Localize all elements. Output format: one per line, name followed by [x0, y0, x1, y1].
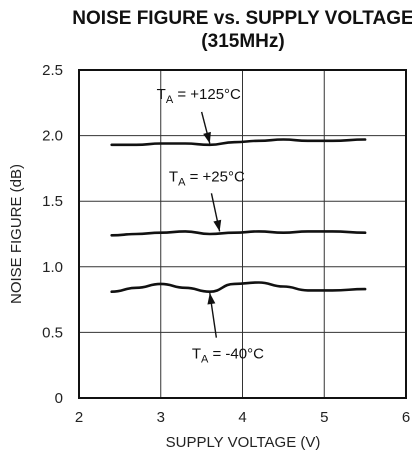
series-annotation-0: TA = +125°C	[157, 86, 241, 106]
x-tick-label: 2	[75, 409, 83, 426]
y-tick-label: 0	[55, 390, 63, 407]
y-tick-labels: 0 0.5 1.0 1.5 2.0 2.5	[42, 62, 63, 407]
grid	[79, 70, 406, 398]
plot-frame	[78, 69, 407, 399]
series-annotation-1: TA = +25°C	[169, 169, 245, 189]
series-line-0	[110, 138, 367, 147]
y-axis-label: NOISE FIGURE (dB)	[8, 164, 25, 304]
series-annotation-2: TA = -40°C	[192, 346, 264, 366]
y-tick-label: 1.0	[42, 259, 63, 276]
x-tick-labels: 2 3 4 5 6	[75, 409, 410, 426]
y-tick-label: 2.5	[42, 62, 63, 79]
x-axis-label: SUPPLY VOLTAGE (V)	[166, 434, 321, 451]
chart-subtitle: (315MHz)	[201, 31, 284, 52]
annotations: TA = +125°C TA = +25°C TA = -40°C	[157, 86, 264, 366]
x-tick-label: 4	[238, 409, 246, 426]
chart-title: NOISE FIGURE vs. SUPPLY VOLTAGE	[72, 8, 412, 29]
series-group	[110, 138, 367, 293]
series-line-2	[110, 281, 367, 293]
y-tick-label: 0.5	[42, 324, 63, 341]
annotation-arrowhead-1	[213, 219, 222, 232]
y-tick-label: 1.5	[42, 193, 63, 210]
series-line-1	[110, 230, 367, 237]
x-tick-label: 6	[402, 409, 410, 426]
y-tick-label: 2.0	[42, 128, 63, 145]
annotation-arrowhead-0	[203, 131, 211, 144]
x-tick-label: 5	[320, 409, 328, 426]
x-tick-label: 3	[157, 409, 165, 426]
annotation-arrowhead-2	[207, 293, 216, 305]
